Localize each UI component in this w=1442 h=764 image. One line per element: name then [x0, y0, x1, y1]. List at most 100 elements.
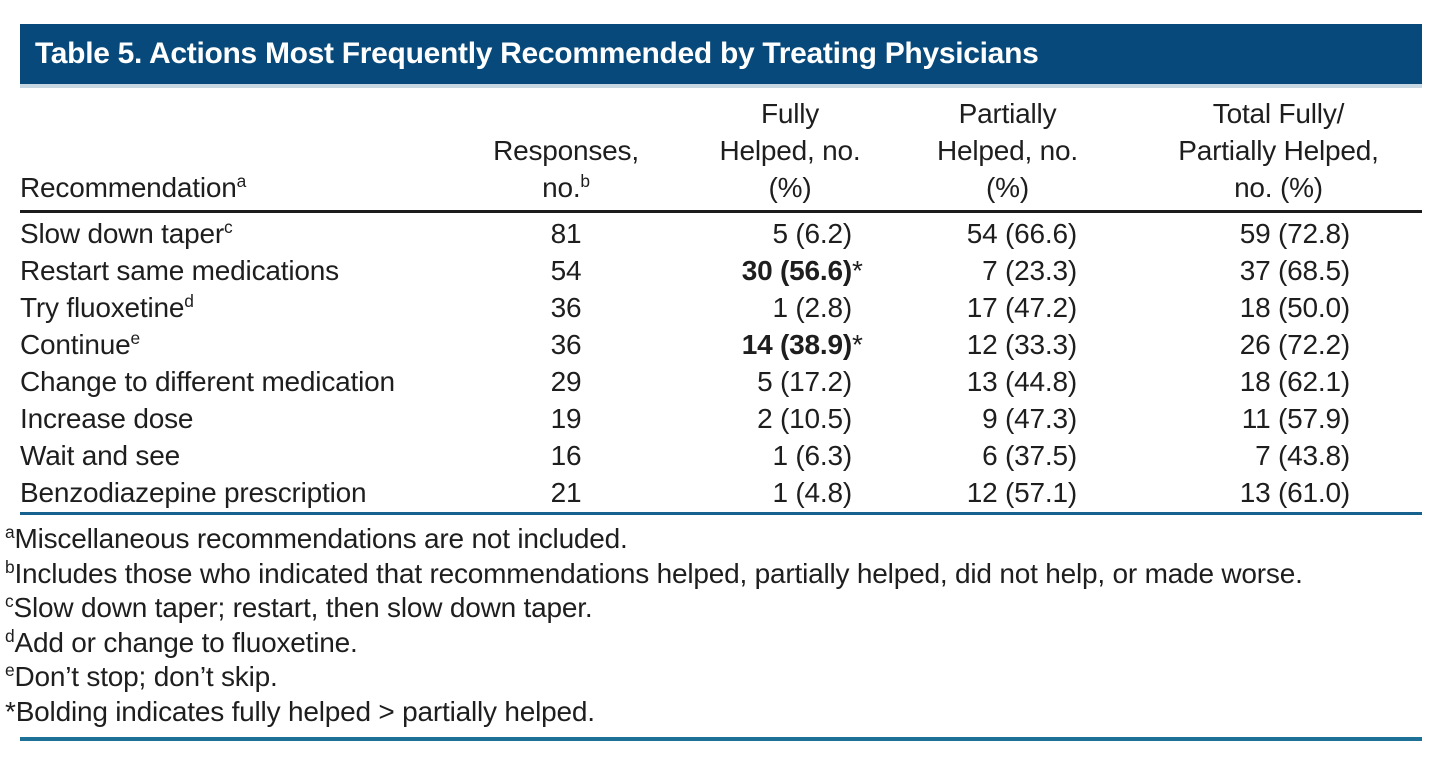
header-row: Recommendationa Responses, no.b Fully Helped…	[20, 95, 1422, 213]
footnote-marker: d	[184, 291, 194, 312]
footnote-line: bIncludes those who indicated that recom…	[5, 557, 1422, 592]
fully-helped-cell: 14 (38.9) *	[700, 326, 880, 363]
table-container: Table 5. Actions Most Frequently Recomme…	[5, 24, 1422, 741]
total-helped-cell: 18 (50.0)	[1239, 292, 1350, 323]
footnote-marker: e	[130, 328, 140, 349]
table-row: Slow down taperc 81 5 (6.2) 54 (66.6) 59 (72…	[20, 212, 1422, 253]
responses-cell: 21	[550, 477, 582, 508]
column-header-text: Partially	[958, 98, 1057, 129]
fully-helped-value: 1 (6.3)	[772, 440, 852, 471]
recommendation-label: Change to different medication	[20, 366, 395, 397]
responses-cell: 81	[550, 218, 582, 249]
table-row: Restart same medications 54 30 (56.6) * 7 (2…	[20, 252, 1422, 289]
column-header: Fully Helped, no. (%)	[700, 95, 880, 213]
fully-helped-value: 1 (2.8)	[772, 292, 852, 323]
recommendation-label: Increase dose	[20, 403, 194, 434]
footnote-line: cSlow down taper; restart, then slow dow…	[5, 591, 1422, 626]
recommendation-label: Slow down taper	[20, 218, 225, 249]
recommendation-cell: Continuee	[20, 326, 432, 363]
total-helped-cell: 26 (72.2)	[1239, 329, 1350, 360]
column-header-text: no. (%)	[1234, 172, 1323, 203]
recommendation-cell: Try fluoxetined	[20, 289, 432, 326]
responses-cell: 19	[550, 403, 582, 434]
recommendation-cell: Slow down taperc	[20, 212, 432, 253]
footnote-marker: e	[5, 660, 15, 681]
partially-helped-cell: 12 (33.3)	[966, 329, 1077, 360]
table-row: Benzodiazepine prescription 21 1 (4.8) 12 (…	[20, 474, 1422, 511]
table-row: Continuee 36 14 (38.9) * 12 (33.3) 26 (72.2)	[20, 326, 1422, 363]
column-header: Recommendationa	[20, 95, 432, 213]
bottom-rule	[20, 737, 1422, 741]
footnote-line: *Bolding indicates fully helped > partia…	[5, 695, 1422, 730]
fully-helped-cell: 1 (4.8)	[700, 474, 880, 511]
column-header-text: no.	[542, 172, 581, 203]
footnote-line: dAdd or change to fluoxetine.	[5, 626, 1422, 661]
fully-helped-cell: 2 (10.5)	[700, 400, 880, 437]
responses-cell: 29	[550, 366, 582, 397]
recommendation-cell: Benzodiazepine prescription	[20, 474, 432, 511]
column-header-text: (%)	[768, 172, 812, 203]
column-header-text: Helped, no.	[719, 135, 861, 166]
partially-helped-cell: 17 (47.2)	[966, 292, 1077, 323]
partially-helped-cell: 54 (66.6)	[966, 218, 1077, 249]
column-header-text: Recommendation	[20, 172, 237, 203]
significance-asterisk: *	[852, 255, 863, 286]
footnote-text: Add or change to fluoxetine.	[14, 626, 358, 658]
total-helped-cell: 7 (43.8)	[1255, 440, 1350, 471]
column-header-text: Fully	[760, 98, 820, 129]
footnote-marker: b	[5, 556, 15, 577]
table-row: Increase dose 19 2 (10.5) 9 (47.3) 11 (57.9)	[20, 400, 1422, 437]
column-header-text: Partially Helped,	[1178, 135, 1379, 166]
footnote-text: Miscellaneous recommendations are not in…	[14, 523, 628, 554]
responses-cell: 36	[550, 329, 582, 360]
column-header: Responses, no.b	[432, 95, 700, 213]
column-header-text: Helped, no.	[936, 135, 1078, 166]
fully-helped-cell: 30 (56.6) *	[700, 252, 880, 289]
footnote-marker: c	[224, 217, 233, 238]
recommendation-cell: Increase dose	[20, 400, 432, 437]
table-row: Change to different medication 29 5 (17.2)…	[20, 363, 1422, 400]
footnotes: aMiscellaneous recommendations are not i…	[5, 515, 1422, 729]
total-helped-cell: 13 (61.0)	[1239, 477, 1350, 508]
footnote-text: Includes those who indicated that recomm…	[14, 557, 1303, 589]
total-helped-cell: 11 (57.9)	[1241, 403, 1350, 434]
table-title: Table 5. Actions Most Frequently Recomme…	[35, 37, 1039, 70]
recommendation-label: Restart same medications	[20, 255, 339, 286]
recommendation-cell: Change to different medication	[20, 363, 432, 400]
partially-helped-cell: 7 (23.3)	[982, 255, 1077, 286]
column-header: Total Fully/Partially Helped, no. (%)	[1135, 95, 1422, 213]
responses-cell: 36	[550, 292, 582, 323]
fully-helped-value: 5 (17.2)	[757, 366, 852, 397]
total-helped-cell: 59 (72.8)	[1239, 218, 1350, 249]
data-table: Recommendationa Responses, no.b Fully Helped…	[20, 95, 1422, 511]
footnote-marker: a	[236, 171, 247, 192]
responses-cell: 54	[550, 255, 582, 286]
table-title-bar: Table 5. Actions Most Frequently Recomme…	[20, 24, 1422, 88]
partially-helped-cell: 6 (37.5)	[982, 440, 1077, 471]
footnote-line: aMiscellaneous recommendations are not i…	[5, 522, 1422, 557]
partially-helped-cell: 9 (47.3)	[982, 403, 1077, 434]
fully-helped-cell: 5 (6.2)	[700, 212, 880, 253]
responses-cell: 16	[550, 440, 582, 471]
partially-helped-cell: 13 (44.8)	[966, 366, 1077, 397]
recommendation-label: Continue	[20, 329, 131, 360]
recommendation-label: Benzodiazepine prescription	[20, 477, 367, 508]
fully-helped-cell: 1 (2.8)	[700, 289, 880, 326]
footnote-text: *Bolding indicates fully helped > partia…	[5, 695, 595, 727]
total-helped-cell: 37 (68.5)	[1239, 255, 1350, 286]
fully-helped-cell: 5 (17.2)	[700, 363, 880, 400]
recommendation-label: Wait and see	[20, 440, 180, 471]
fully-helped-value: 14 (38.9)	[741, 329, 852, 360]
fully-helped-value: 1 (4.8)	[772, 477, 852, 508]
column-header: Partially Helped, no. (%)	[880, 95, 1135, 213]
significance-asterisk: *	[852, 329, 863, 360]
footnote-marker: b	[580, 171, 590, 192]
recommendation-label: Try fluoxetine	[20, 292, 185, 323]
footnote-text: Slow down taper; restart, then slow down…	[13, 592, 593, 623]
fully-helped-value: 30 (56.6)	[741, 255, 852, 286]
column-header-text: Total Fully/	[1212, 98, 1345, 129]
table-header: Recommendationa Responses, no.b Fully Helped…	[20, 95, 1422, 213]
total-helped-cell: 18 (62.1)	[1239, 366, 1350, 397]
fully-helped-value: 2 (10.5)	[757, 403, 852, 434]
